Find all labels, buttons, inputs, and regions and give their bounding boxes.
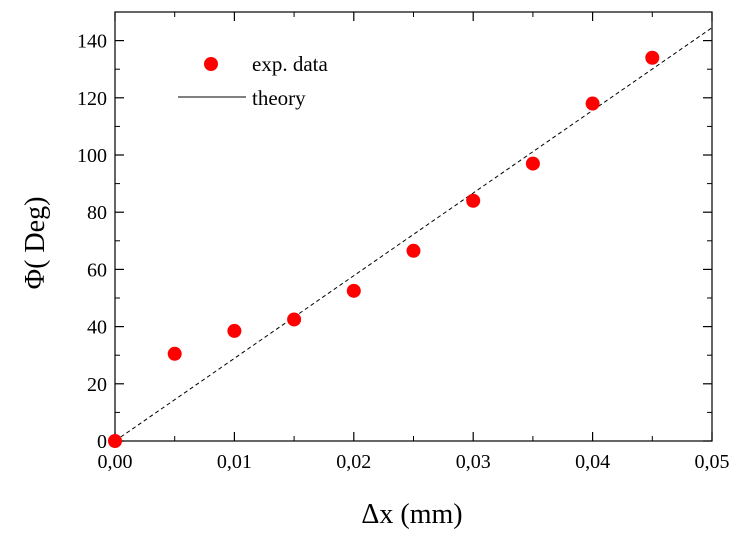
y-tick-label: 80: [87, 202, 107, 224]
y-tick-label: 0: [97, 431, 107, 453]
legend-label-theory: theory: [252, 86, 306, 110]
data-point: [585, 96, 600, 111]
y-tick-label: 40: [87, 317, 107, 339]
theory-line: [114, 27, 713, 442]
data-point: [466, 193, 481, 208]
data-point: [167, 346, 182, 361]
data-point: [346, 283, 361, 298]
x-axis-title: Δx (mm): [361, 499, 462, 530]
x-tick-label: 0,02: [336, 451, 371, 473]
y-tick-label: 20: [87, 374, 107, 396]
y-tick-label: 100: [77, 145, 107, 167]
plot-frame: [114, 11, 713, 442]
legend-layer: exp. data theory: [178, 52, 328, 110]
y-tick-label: 120: [77, 88, 107, 110]
legend-label-exp-data: exp. data: [252, 52, 328, 76]
data-point: [645, 50, 660, 65]
legend-marker-exp-data: [204, 57, 218, 71]
axes-layer: 0,00 0,01 0,02 0,03 0,04 0,05 0 20 40 60 80 100 120 1…: [77, 11, 730, 473]
data-point: [525, 156, 540, 171]
data-point: [406, 243, 421, 258]
x-tick-label: 0,04: [575, 451, 610, 473]
data-layer: [108, 27, 713, 448]
data-point: [287, 312, 302, 327]
y-axis-title: Φ( Deg): [20, 197, 51, 290]
x-tick-label: 0,00: [98, 451, 133, 473]
data-point: [108, 434, 122, 448]
y-tick-label: 140: [77, 31, 107, 53]
x-tick-label: 0,05: [695, 451, 730, 473]
y-tick-label: 60: [87, 259, 107, 281]
x-tick-label: 0,01: [217, 451, 252, 473]
x-tick-label: 0,03: [456, 451, 491, 473]
data-point: [227, 323, 242, 338]
